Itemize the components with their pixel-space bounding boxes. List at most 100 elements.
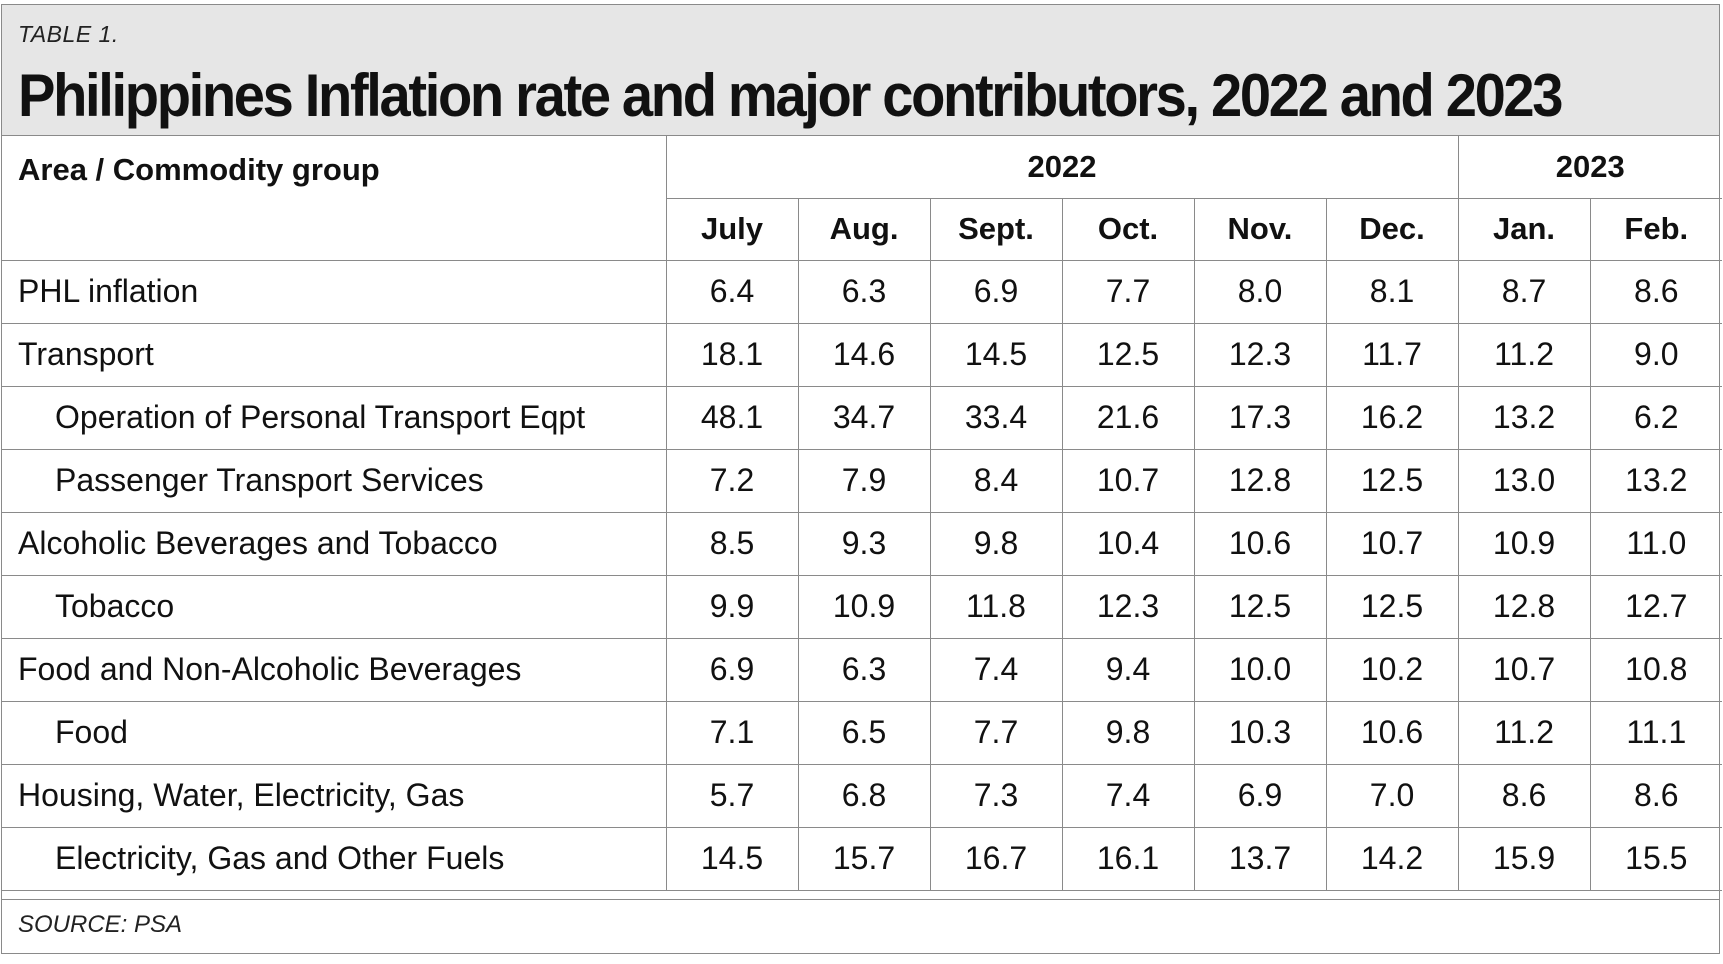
- value-cell: 15.9: [1457, 826, 1591, 891]
- value-cell: 9.8: [1061, 700, 1195, 765]
- value-cell: 6.9: [665, 637, 799, 702]
- value-cell: 16.7: [929, 826, 1063, 891]
- value-cell: 10.8: [1589, 637, 1723, 702]
- value-cell: 16.2: [1325, 385, 1459, 450]
- value-cell: 12.7: [1589, 574, 1723, 639]
- figure-header: TABLE 1. Philippines Inflation rate and …: [2, 5, 1719, 136]
- source-divider: [2, 899, 1719, 900]
- value-cell: 10.9: [1457, 511, 1591, 576]
- value-cell: 7.1: [665, 700, 799, 765]
- month-header: Aug.: [797, 197, 931, 261]
- value-cell: 12.3: [1193, 322, 1327, 387]
- value-cell: 10.7: [1061, 448, 1195, 513]
- value-cell: 18.1: [665, 322, 799, 387]
- row-label: Housing, Water, Electricity, Gas: [2, 763, 667, 828]
- value-cell: 8.5: [665, 511, 799, 576]
- value-cell: 8.0: [1193, 260, 1327, 324]
- value-cell: 9.8: [929, 511, 1063, 576]
- table-body: PHL inflation 6.4 6.3 6.9 7.7 8.0 8.1 8.7 8.6 Tra…: [2, 260, 1723, 891]
- row-label: Operation of Personal Transport Eqpt: [2, 385, 667, 450]
- value-cell: 7.0: [1325, 763, 1459, 828]
- value-cell: 9.3: [797, 511, 931, 576]
- value-cell: 21.6: [1061, 385, 1195, 450]
- value-cell: 9.0: [1589, 322, 1723, 387]
- value-cell: 10.9: [797, 574, 931, 639]
- table-row: Transport 18.1 14.6 14.5 12.5 12.3 11.7 11.2 9.0: [2, 322, 1723, 387]
- table-row: Housing, Water, Electricity, Gas 5.7 6.8 7.…: [2, 763, 1723, 828]
- label-column-header: Area / Commodity group: [2, 136, 667, 261]
- value-cell: 14.2: [1325, 826, 1459, 891]
- value-cell: 12.8: [1457, 574, 1591, 639]
- year-2023-header: 2023: [1457, 136, 1723, 199]
- row-label: Passenger Transport Services: [2, 448, 667, 513]
- value-cell: 7.4: [929, 637, 1063, 702]
- table-figure: TABLE 1. Philippines Inflation rate and …: [1, 4, 1723, 954]
- value-cell: 8.6: [1589, 260, 1723, 324]
- year-2022-header: 2022: [665, 136, 1459, 199]
- value-cell: 10.2: [1325, 637, 1459, 702]
- value-cell: 11.2: [1457, 700, 1591, 765]
- row-label: Alcoholic Beverages and Tobacco: [2, 511, 667, 576]
- value-cell: 13.2: [1457, 385, 1591, 450]
- value-cell: 15.5: [1589, 826, 1723, 891]
- table-row: Operation of Personal Transport Eqpt 48.1…: [2, 385, 1723, 450]
- table-number-label: TABLE 1.: [18, 21, 119, 47]
- value-cell: 10.3: [1193, 700, 1327, 765]
- value-cell: 13.2: [1589, 448, 1723, 513]
- row-label: Tobacco: [2, 574, 667, 639]
- value-cell: 10.7: [1325, 511, 1459, 576]
- value-cell: 13.0: [1457, 448, 1591, 513]
- value-cell: 12.8: [1193, 448, 1327, 513]
- value-cell: 34.7: [797, 385, 931, 450]
- value-cell: 7.4: [1061, 763, 1195, 828]
- value-cell: 7.9: [797, 448, 931, 513]
- value-cell: 16.1: [1061, 826, 1195, 891]
- value-cell: 10.4: [1061, 511, 1195, 576]
- value-cell: 17.3: [1193, 385, 1327, 450]
- table-row: Tobacco 9.9 10.9 11.8 12.3 12.5 12.5 12.8 12.7: [2, 574, 1723, 639]
- value-cell: 14.5: [665, 826, 799, 891]
- value-cell: 12.5: [1325, 448, 1459, 513]
- month-header: Dec.: [1325, 197, 1459, 261]
- month-header: Oct.: [1061, 197, 1195, 261]
- value-cell: 6.3: [797, 637, 931, 702]
- month-header: Nov.: [1193, 197, 1327, 261]
- value-cell: 6.3: [797, 260, 931, 324]
- row-label: Food and Non-Alcoholic Beverages: [2, 637, 667, 702]
- value-cell: 6.2: [1589, 385, 1723, 450]
- table-row: PHL inflation 6.4 6.3 6.9 7.7 8.0 8.1 8.7 8.6: [2, 260, 1723, 324]
- source-note: SOURCE: PSA: [18, 911, 183, 938]
- value-cell: 15.7: [797, 826, 931, 891]
- value-cell: 7.7: [929, 700, 1063, 765]
- year-header-row: Area / Commodity group 2022 2023: [2, 136, 1723, 261]
- value-cell: 9.9: [665, 574, 799, 639]
- value-cell: 7.2: [665, 448, 799, 513]
- value-cell: 10.6: [1325, 700, 1459, 765]
- inflation-table: Area / Commodity group 2022 2023 July Au…: [2, 136, 1723, 891]
- row-label: PHL inflation: [2, 260, 667, 324]
- table-row: Food and Non-Alcoholic Beverages 6.9 6.3 7.…: [2, 637, 1723, 702]
- month-header: July: [666, 197, 799, 261]
- month-header-row: July Aug. Sept. Oct. Nov. Dec. Jan. Feb.: [2, 197, 1723, 261]
- value-cell: 11.7: [1325, 322, 1459, 387]
- value-cell: 14.6: [797, 322, 931, 387]
- value-cell: 10.6: [1193, 511, 1327, 576]
- value-cell: 12.5: [1061, 322, 1195, 387]
- value-cell: 12.3: [1061, 574, 1195, 639]
- row-label: Electricity, Gas and Other Fuels: [2, 826, 667, 891]
- value-cell: 13.7: [1193, 826, 1327, 891]
- table-row: Food 7.1 6.5 7.7 9.8 10.3 10.6 11.2 11.1: [2, 700, 1723, 765]
- value-cell: 8.6: [1457, 763, 1591, 828]
- value-cell: 6.5: [797, 700, 931, 765]
- value-cell: 10.7: [1457, 637, 1591, 702]
- value-cell: 7.7: [1061, 260, 1195, 324]
- value-cell: 6.9: [929, 260, 1063, 324]
- value-cell: 14.5: [929, 322, 1063, 387]
- value-cell: 8.6: [1589, 763, 1723, 828]
- value-cell: 5.7: [665, 763, 799, 828]
- row-label: Food: [2, 700, 667, 765]
- row-label: Transport: [2, 322, 667, 387]
- table-row: Alcoholic Beverages and Tobacco 8.5 9.3 9.8…: [2, 511, 1723, 576]
- month-header: Jan.: [1457, 197, 1591, 261]
- value-cell: 11.8: [929, 574, 1063, 639]
